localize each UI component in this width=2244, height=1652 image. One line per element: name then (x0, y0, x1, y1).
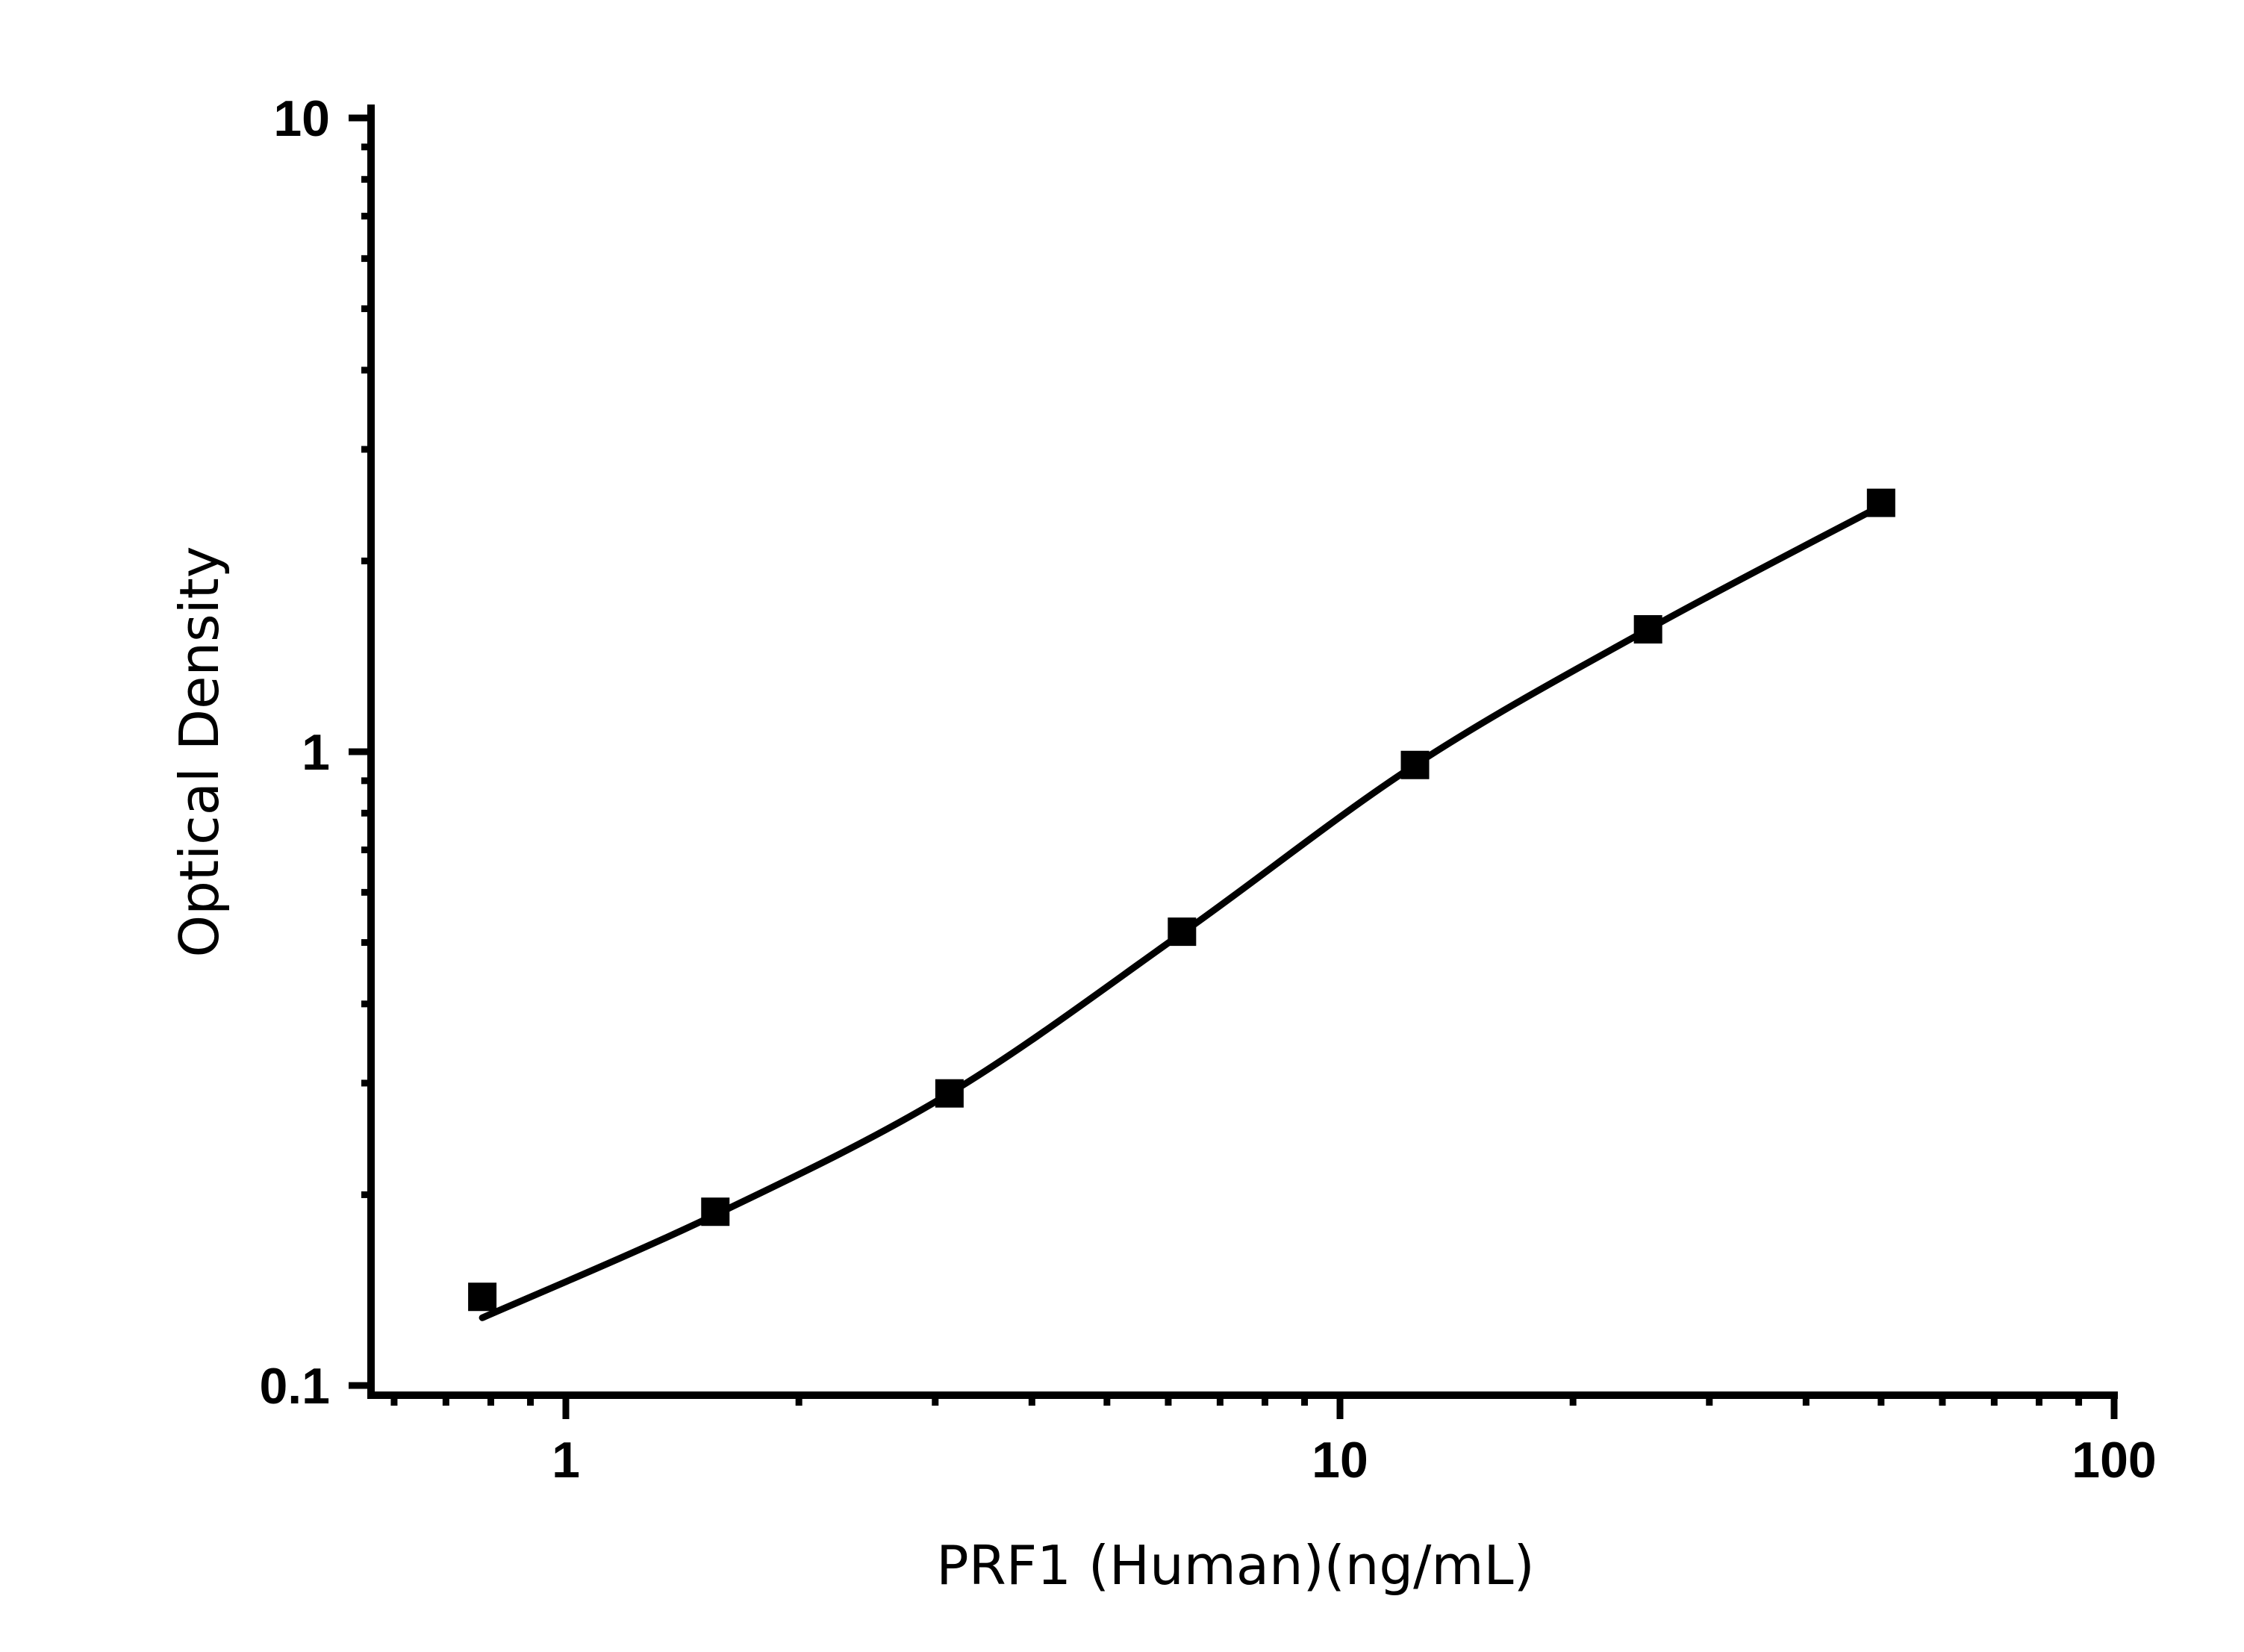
data-points (468, 488, 1895, 1312)
fit-curve (479, 502, 1885, 1321)
x-axis-title: PRF1 (Human)(ng/mL) (936, 1534, 1534, 1597)
tick-labels: 0.1 1 10 1 10 100 (259, 90, 2156, 1489)
x-tick-label: 10 (1312, 1432, 1368, 1489)
y-axis-title: Optical Density (168, 546, 231, 958)
x-tick-label: 100 (2072, 1432, 2156, 1489)
square-marker (468, 1282, 497, 1312)
square-marker (1866, 488, 1895, 517)
square-marker (1633, 615, 1662, 644)
y-tick-label: 10 (273, 90, 330, 147)
y-tick-label: 0.1 (259, 1358, 330, 1415)
axis-ticks (349, 114, 2118, 1419)
square-marker (1400, 750, 1430, 779)
square-marker (1168, 917, 1197, 947)
y-tick-label: 1 (302, 724, 330, 781)
x-tick-label: 1 (552, 1432, 580, 1489)
square-marker (935, 1079, 964, 1108)
axes (367, 105, 2118, 1399)
square-marker (701, 1197, 730, 1226)
